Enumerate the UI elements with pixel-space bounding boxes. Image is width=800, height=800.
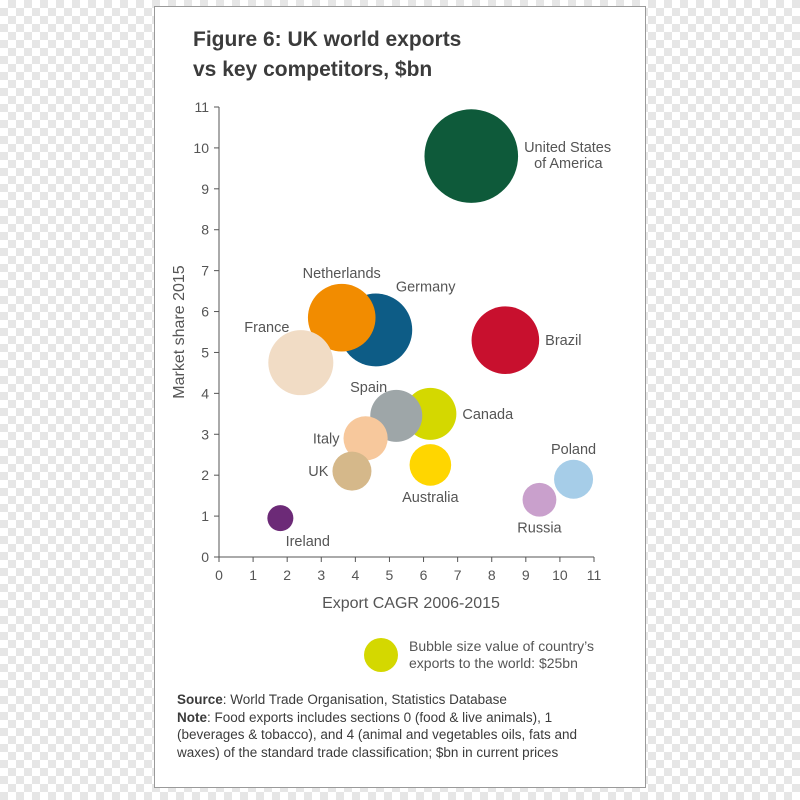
bubble-label-germany: Germany	[396, 280, 456, 296]
bubble-label-united-states: United States	[524, 140, 611, 156]
bubble-label-russia: Russia	[517, 521, 562, 537]
x-tick-label: 9	[522, 567, 530, 583]
x-tick-label: 1	[249, 567, 257, 583]
y-tick-label: 2	[201, 467, 209, 483]
bubble-label-france: France	[244, 320, 289, 336]
bubble-poland	[554, 459, 594, 499]
bubble-label-italy: Italy	[313, 431, 340, 447]
x-tick-label: 10	[552, 567, 568, 583]
source-label: Source	[177, 692, 223, 707]
bubble-label-ireland: Ireland	[286, 534, 330, 550]
legend-line-1: Bubble size value of country’s	[409, 638, 594, 654]
legend-text: Bubble size value of country’s exports t…	[409, 638, 594, 672]
y-tick-label: 8	[201, 222, 209, 238]
chart-title: Figure 6: UK world exports	[193, 28, 462, 51]
y-tick-label: 4	[201, 385, 209, 401]
note-line-2: (beverages & tobacco), and 4 (animal and…	[177, 727, 577, 742]
bubble-label-united-states-line2: of America	[534, 156, 603, 172]
source-text: : World Trade Organisation, Statistics D…	[222, 692, 507, 707]
x-axis-label: Export CAGR 2006-2015	[322, 595, 500, 612]
bubble-label-brazil: Brazil	[545, 333, 581, 349]
legend-line-2: exports to the world: $25bn	[409, 655, 578, 671]
y-tick-label: 11	[194, 99, 209, 115]
y-tick-label: 3	[201, 426, 209, 442]
x-tick-label: 2	[283, 567, 291, 583]
bubble-italy	[343, 416, 388, 461]
bubble-label-uk: UK	[308, 464, 328, 480]
bubble-france	[268, 330, 334, 396]
bubble-label-spain: Spain	[350, 380, 387, 396]
bubble-russia	[522, 482, 557, 517]
y-tick-label: 5	[201, 344, 209, 360]
x-tick-label: 8	[488, 567, 496, 583]
note-label: Note	[177, 709, 207, 725]
bubble-netherlands	[307, 283, 376, 352]
x-tick-label: 4	[351, 567, 359, 583]
y-tick-label: 9	[201, 181, 209, 197]
chart-axes: 0 1 2 3 4 5 6 7 8 9 10 11 0 1 2 3 4 5 6 7 8 9 10 11	[193, 99, 601, 583]
bubble-ireland	[267, 505, 294, 532]
y-tick-label: 7	[201, 263, 209, 279]
legend-bubble	[364, 638, 398, 672]
bubble-united-states	[424, 109, 519, 203]
note-line-3: waxes) of the standard trade classificat…	[177, 744, 559, 760]
note-text-1: : Food exports includes sections 0 (food…	[207, 709, 553, 725]
bubble-label-poland: Poland	[551, 442, 596, 458]
x-tick-label: 7	[454, 567, 462, 583]
bubble-label-canada: Canada	[462, 407, 514, 423]
y-tick-label: 10	[193, 140, 209, 156]
x-tick-label: 0	[215, 567, 223, 583]
bubble-uk	[332, 451, 372, 491]
bubble-label-netherlands: Netherlands	[303, 266, 381, 282]
y-axis-label: Market share 2015	[171, 265, 188, 399]
x-tick-label: 6	[420, 567, 428, 583]
y-tick-label: 6	[201, 304, 209, 320]
x-tick-label: 11	[587, 567, 602, 583]
source-line: Source: World Trade Organisation, Statis…	[177, 691, 577, 709]
x-tick-label: 5	[386, 567, 394, 583]
bubble-brazil	[471, 306, 540, 374]
bubble-label-australia: Australia	[402, 490, 459, 506]
y-tick-label: 1	[201, 508, 209, 524]
x-tick-label: 3	[317, 567, 325, 583]
bubble-australia	[409, 444, 452, 486]
y-tick-label: 0	[201, 549, 209, 565]
source-notes: Source: World Trade Organisation, Statis…	[177, 691, 577, 761]
note-line-1: Note: Food exports includes sections 0 (…	[177, 709, 577, 727]
bubble-layer	[267, 109, 594, 532]
chart-subtitle: vs key competitors, $bn	[193, 58, 433, 81]
